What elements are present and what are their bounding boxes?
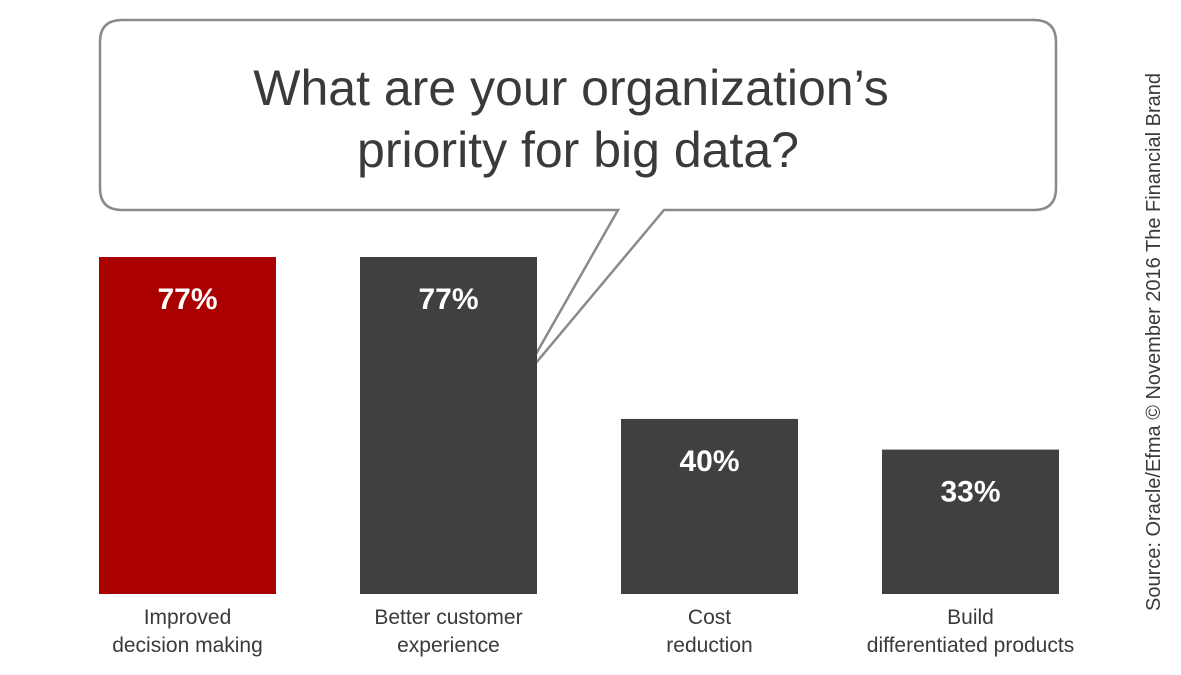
category-label-4-line-1: Build	[947, 606, 994, 629]
bar-1	[99, 257, 276, 594]
category-label-4-line-2: differentiated products	[867, 634, 1074, 657]
category-label-3-line-1: Cost	[688, 606, 731, 629]
source-note: Source: Oracle/Efma © November 2016 The …	[1143, 73, 1165, 611]
bar-4	[882, 449, 1059, 594]
value-label-group: 77% 77% 40% 33%	[157, 283, 1000, 509]
value-label-1: 77%	[157, 283, 217, 316]
value-label-3: 40%	[679, 445, 739, 478]
category-label-2-line-1: Better customer	[374, 606, 522, 629]
chart-title-line-1: What are your organization’s	[253, 60, 889, 116]
bar-2	[360, 257, 537, 594]
bar-3	[621, 418, 798, 594]
category-label-4: Build differentiated products	[867, 606, 1074, 657]
speech-bubble	[98, 18, 1058, 383]
value-label-4: 33%	[940, 476, 1000, 509]
category-label-2-line-2: experience	[397, 634, 500, 657]
category-label-2: Better customer experience	[374, 606, 522, 657]
category-label-group: Improved decision making Better customer ex…	[112, 606, 1074, 657]
chart-title-line-2: priority for big data?	[357, 122, 799, 178]
category-label-1-line-2: decision making	[112, 634, 263, 657]
category-label-3-line-2: reduction	[666, 634, 752, 657]
value-label-2: 77%	[418, 283, 478, 316]
category-label-1: Improved decision making	[112, 606, 263, 657]
chart-title: What are your organization’s priority fo…	[253, 60, 902, 178]
category-label-1-line-1: Improved	[144, 606, 232, 629]
bar-group	[99, 257, 1059, 594]
category-label-3: Cost reduction	[666, 606, 752, 657]
